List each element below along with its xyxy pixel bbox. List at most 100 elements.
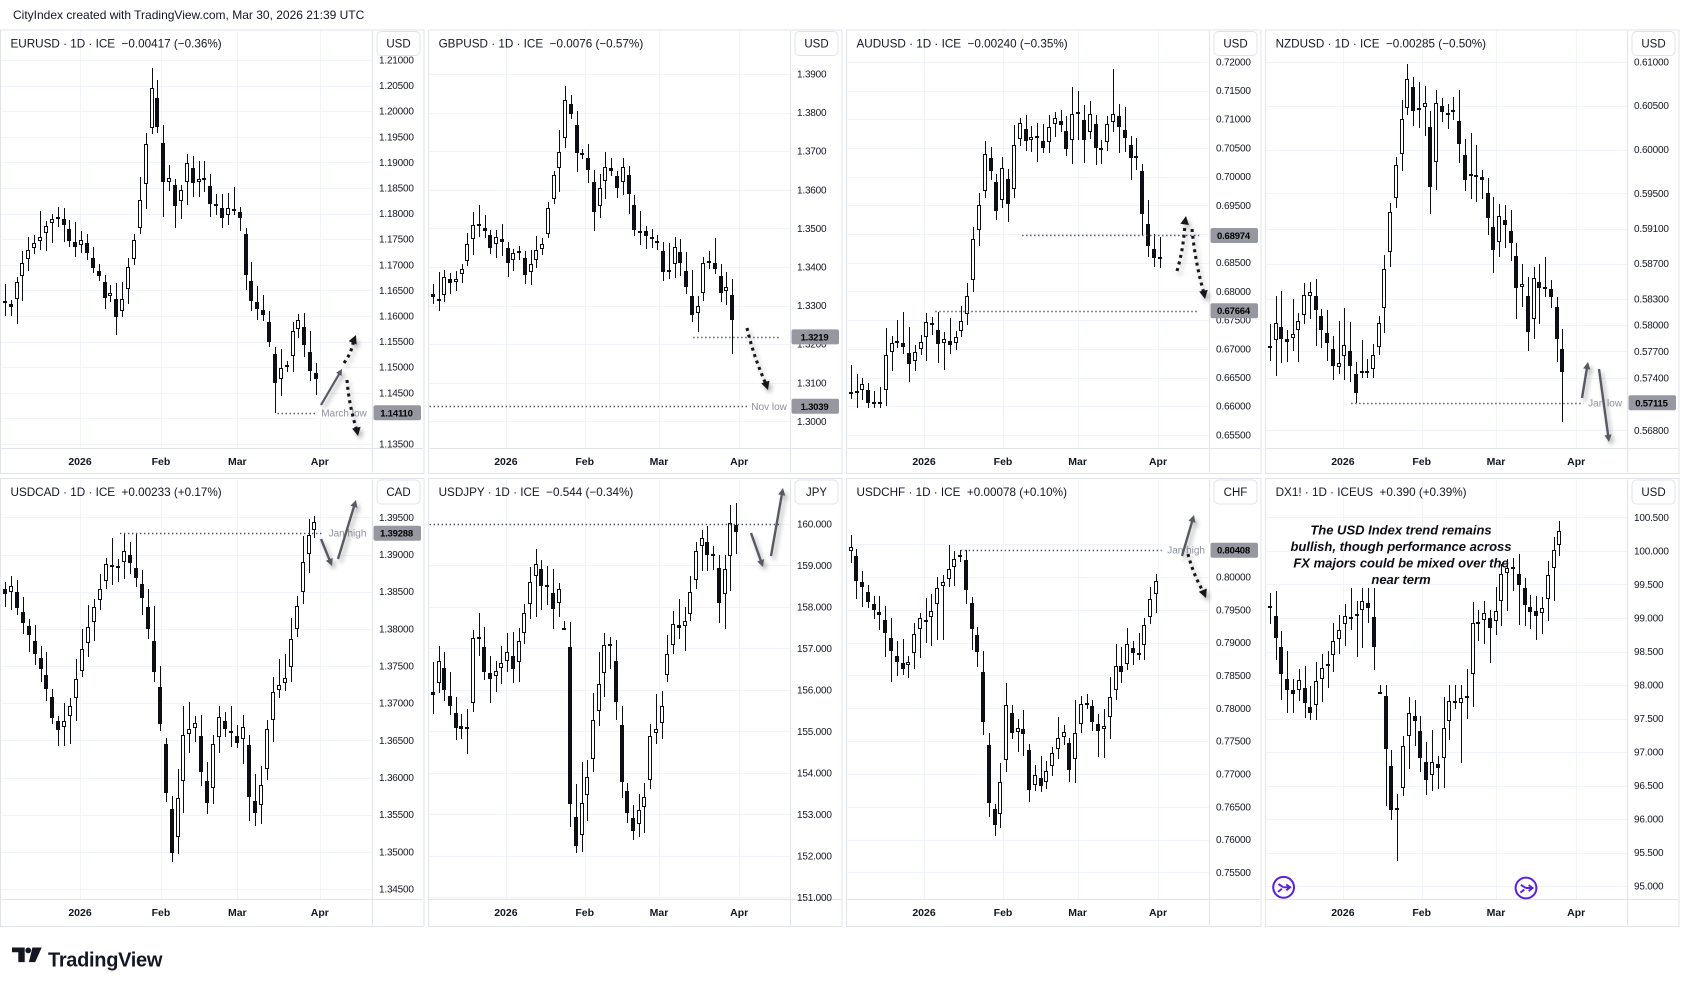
svg-text:160.000: 160.000 — [797, 519, 832, 530]
svg-text:1.3219: 1.3219 — [801, 332, 829, 343]
svg-text:USD: USD — [1223, 39, 1247, 51]
svg-text:0.77000: 0.77000 — [1216, 770, 1251, 781]
svg-text:1.3000: 1.3000 — [797, 417, 827, 428]
svg-text:Apr: Apr — [311, 456, 329, 468]
svg-text:1.13500: 1.13500 — [379, 440, 414, 451]
svg-text:0.67500: 0.67500 — [1216, 316, 1251, 327]
svg-text:1.14110: 1.14110 — [380, 408, 412, 419]
svg-text:0.57400: 0.57400 — [1634, 373, 1669, 384]
svg-text:Feb: Feb — [994, 456, 1013, 468]
svg-text:1.16000: 1.16000 — [379, 312, 414, 323]
svg-text:0.57115: 0.57115 — [1635, 398, 1668, 409]
svg-text:March low: March low — [321, 408, 367, 419]
svg-text:1.15500: 1.15500 — [379, 337, 414, 348]
svg-text:FX majors could be mixed over: FX majors could be mixed over the — [1293, 556, 1508, 571]
svg-text:Feb: Feb — [994, 907, 1013, 919]
svg-text:2026: 2026 — [1331, 907, 1355, 919]
svg-text:0.76000: 0.76000 — [1216, 835, 1251, 846]
svg-text:154.000: 154.000 — [797, 768, 832, 779]
svg-text:1.3100: 1.3100 — [797, 378, 827, 389]
svg-text:0.71000: 0.71000 — [1216, 115, 1251, 126]
svg-text:100.500: 100.500 — [1634, 513, 1669, 524]
svg-text:0.67000: 0.67000 — [1216, 344, 1251, 355]
svg-text:1.3200: 1.3200 — [797, 340, 827, 351]
svg-text:Feb: Feb — [1412, 456, 1431, 468]
svg-text:0.59100: 0.59100 — [1634, 224, 1669, 235]
svg-text:Apr: Apr — [1149, 907, 1167, 919]
svg-text:1.3800: 1.3800 — [797, 108, 827, 119]
svg-text:0.60000: 0.60000 — [1634, 145, 1669, 156]
svg-text:USDCHF · 1D · ICE +0.00078 (+: USDCHF · 1D · ICE +0.00078 (+0.10%) — [857, 486, 1068, 499]
svg-text:2026: 2026 — [494, 456, 518, 468]
svg-text:Mar: Mar — [650, 907, 669, 919]
svg-text:1.20000: 1.20000 — [379, 107, 414, 118]
svg-text:0.77500: 0.77500 — [1216, 737, 1251, 748]
svg-text:0.59500: 0.59500 — [1634, 189, 1669, 200]
svg-text:0.66000: 0.66000 — [1216, 402, 1251, 413]
svg-text:1.19500: 1.19500 — [379, 132, 414, 143]
svg-text:Mar: Mar — [228, 907, 247, 919]
svg-text:97.500: 97.500 — [1634, 714, 1664, 725]
svg-text:USD: USD — [386, 39, 410, 51]
svg-text:Mar: Mar — [228, 456, 247, 468]
svg-text:Feb: Feb — [152, 456, 171, 468]
svg-text:1.39288: 1.39288 — [380, 529, 413, 540]
svg-text:Nov low: Nov low — [751, 402, 787, 413]
svg-text:1.35000: 1.35000 — [379, 847, 414, 858]
svg-text:Jan low: Jan low — [1588, 398, 1623, 409]
svg-text:NZDUSD · 1D · ICE −0.00285 (−: NZDUSD · 1D · ICE −0.00285 (−0.50%) — [1276, 38, 1487, 51]
svg-text:95.000: 95.000 — [1634, 882, 1664, 893]
svg-text:156.000: 156.000 — [797, 685, 832, 696]
svg-text:bullish, though performance ac: bullish, though performance across — [1290, 539, 1511, 554]
svg-text:0.79000: 0.79000 — [1216, 638, 1251, 649]
svg-text:155.000: 155.000 — [797, 727, 832, 738]
svg-text:1.38000: 1.38000 — [379, 624, 414, 635]
svg-text:CityIndex created with Trading: CityIndex created with TradingView.com, … — [13, 8, 365, 22]
svg-text:0.72000: 0.72000 — [1216, 57, 1251, 68]
svg-text:0.60500: 0.60500 — [1634, 101, 1669, 112]
svg-text:0.56800: 0.56800 — [1634, 426, 1669, 437]
svg-text:0.70000: 0.70000 — [1216, 172, 1251, 183]
svg-text:98.500: 98.500 — [1634, 647, 1664, 658]
svg-text:1.18000: 1.18000 — [379, 209, 414, 220]
svg-text:0.58000: 0.58000 — [1634, 321, 1669, 332]
svg-text:1.36000: 1.36000 — [379, 773, 414, 784]
svg-text:0.66500: 0.66500 — [1216, 373, 1251, 384]
svg-text:2026: 2026 — [68, 907, 92, 919]
svg-text:0.68500: 0.68500 — [1216, 258, 1251, 269]
svg-text:151.000: 151.000 — [797, 893, 832, 904]
svg-text:2026: 2026 — [494, 907, 518, 919]
svg-text:0.68974: 0.68974 — [1217, 231, 1251, 242]
svg-text:0.78000: 0.78000 — [1216, 704, 1251, 715]
svg-text:0.69500: 0.69500 — [1216, 201, 1251, 212]
svg-text:1.3039: 1.3039 — [801, 402, 829, 413]
svg-text:Feb: Feb — [575, 456, 594, 468]
svg-text:96.500: 96.500 — [1634, 781, 1664, 792]
svg-text:1.35500: 1.35500 — [379, 810, 414, 821]
svg-text:98.000: 98.000 — [1634, 681, 1664, 692]
svg-text:0.58700: 0.58700 — [1634, 259, 1669, 270]
svg-text:0.79500: 0.79500 — [1216, 605, 1251, 616]
svg-text:0.71500: 0.71500 — [1216, 86, 1251, 97]
svg-text:1.15000: 1.15000 — [379, 363, 414, 374]
svg-text:1.39500: 1.39500 — [379, 513, 414, 524]
svg-text:Apr: Apr — [1567, 907, 1585, 919]
svg-text:CHF: CHF — [1224, 487, 1248, 499]
svg-text:1.37000: 1.37000 — [379, 699, 414, 710]
svg-text:1.39000: 1.39000 — [379, 550, 414, 561]
svg-text:0.61000: 0.61000 — [1634, 57, 1669, 68]
svg-text:2026: 2026 — [912, 907, 936, 919]
svg-text:Jan high: Jan high — [1167, 546, 1205, 557]
svg-text:95.500: 95.500 — [1634, 848, 1664, 859]
svg-text:1.37500: 1.37500 — [379, 662, 414, 673]
svg-text:0.80408: 0.80408 — [1217, 546, 1250, 557]
svg-text:0.68000: 0.68000 — [1216, 287, 1251, 298]
svg-text:1.18500: 1.18500 — [379, 184, 414, 195]
svg-text:1.17000: 1.17000 — [379, 260, 414, 271]
svg-text:99.500: 99.500 — [1634, 580, 1664, 591]
svg-text:0.67664: 0.67664 — [1217, 306, 1251, 317]
svg-text:USDCAD · 1D · ICE +0.00233 (+: USDCAD · 1D · ICE +0.00233 (+0.17%) — [11, 486, 222, 499]
svg-text:1.3400: 1.3400 — [797, 263, 827, 274]
svg-text:Apr: Apr — [730, 456, 748, 468]
svg-text:0.58300: 0.58300 — [1634, 294, 1669, 305]
